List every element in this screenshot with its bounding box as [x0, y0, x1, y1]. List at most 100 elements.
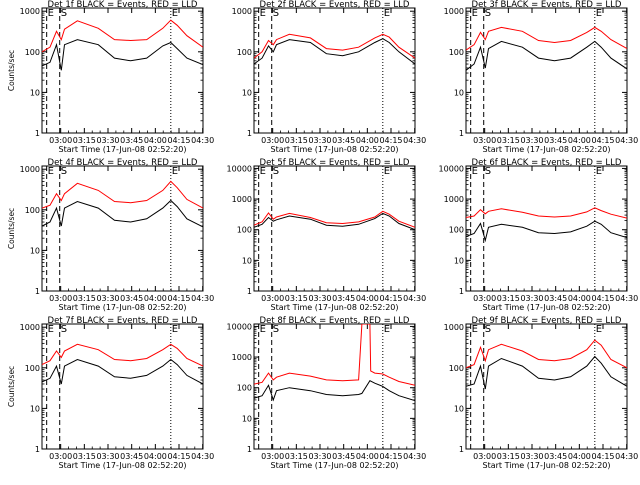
y-tick-label: 1000: [232, 195, 252, 204]
series-line-black: [466, 40, 627, 71]
plot-frame: [41, 323, 204, 450]
y-tick-label: 1: [247, 129, 252, 138]
series-line-black: [466, 220, 627, 243]
x-axis-label: Start Time (17-Jun-08 02:52:20): [483, 461, 611, 470]
marker-label-S: S: [61, 8, 67, 19]
x-tick-label: 04:00: [568, 136, 591, 145]
x-tick-label: 03:45: [332, 136, 355, 145]
chart-panel-5: Det 5f BLACK = Events, RED = LLD 1 10 100 10…: [227, 158, 427, 312]
y-tick-label: 10: [30, 88, 40, 97]
marker-label-S: S: [485, 324, 491, 335]
x-tick-label: 03:45: [544, 452, 567, 461]
x-tick-label: 04:15: [591, 136, 614, 145]
chart-panel-2: Det 2f BLACK = Events, RED = LLD 1 10 100 10…: [232, 0, 427, 154]
x-tick-label: 03:00: [473, 452, 496, 461]
marker-label-E: E: [384, 8, 390, 19]
y-tick-label: 10: [454, 256, 464, 265]
x-tick-label: 04:15: [379, 136, 402, 145]
series-line-red: [466, 339, 627, 369]
y-tick-label: 100: [25, 206, 40, 215]
y-tick-label: 1000: [232, 7, 252, 16]
y-tick-label: 100: [237, 384, 252, 393]
x-axis-label: Start Time (17-Jun-08 02:52:20): [271, 303, 399, 312]
y-axis-label: Counts/sec: [7, 50, 16, 91]
y-tick-label: 100: [237, 226, 252, 235]
marker-label-S: S: [273, 166, 279, 177]
marker-label-E: E: [260, 324, 266, 335]
marker-label-E: E: [384, 166, 390, 177]
y-tick-label: 100: [237, 48, 252, 57]
y-tick-label: 10000: [227, 164, 252, 173]
y-tick-label: 1000: [444, 195, 464, 204]
x-axis-label: Start Time (17-Jun-08 02:52:20): [59, 303, 187, 312]
x-tick-label: 04:30: [191, 294, 214, 303]
series-line-black: [466, 355, 627, 390]
series-line-red: [42, 180, 203, 209]
series-line-red: [466, 26, 627, 51]
plot-frame: [253, 165, 416, 292]
chart-panel-7: Det 7f BLACK = Events, RED = LLD 1 10 100 10…: [7, 316, 214, 470]
x-tick-label: 04:00: [144, 452, 167, 461]
x-tick-label: 03:30: [520, 452, 543, 461]
x-axis-label: Start Time (17-Jun-08 02:52:20): [483, 145, 611, 154]
chart-panel-3: Det 3f BLACK = Events, RED = LLD 1 10 100 10…: [444, 0, 639, 154]
y-tick-label: 1: [459, 287, 464, 296]
series-line-red: [254, 210, 415, 228]
marker-label-E: E: [260, 8, 266, 19]
plot-frame: [253, 323, 416, 450]
y-tick-label: 100: [449, 48, 464, 57]
x-tick-label: 03:15: [73, 452, 96, 461]
x-tick-label: 03:00: [261, 452, 284, 461]
plot-frame: [253, 7, 416, 134]
x-tick-label: 04:30: [403, 452, 426, 461]
y-axis-label: Counts/sec: [7, 366, 16, 407]
y-tick-label: 1: [35, 129, 40, 138]
x-tick-label: 03:45: [120, 294, 143, 303]
series-line-red: [466, 207, 627, 219]
x-tick-label: 04:30: [615, 452, 638, 461]
x-tick-label: 03:45: [544, 294, 567, 303]
series-line-black: [254, 380, 415, 402]
x-tick-label: 04:15: [379, 452, 402, 461]
y-tick-label: 1000: [20, 165, 40, 174]
chart-title: Det 6f BLACK = Events, RED = LLD: [472, 158, 622, 168]
chart-panel-9: Det 9f BLACK = Events, RED = LLD 1 10 100 10…: [444, 316, 639, 470]
plot-frame: [465, 165, 628, 292]
x-tick-label: 03:45: [120, 452, 143, 461]
plot-frame: [465, 323, 628, 450]
series-line-black: [42, 199, 203, 228]
marker-label-E: E: [472, 166, 478, 177]
x-tick-label: 04:30: [191, 136, 214, 145]
x-tick-label: 03:00: [473, 136, 496, 145]
x-tick-label: 04:00: [356, 452, 379, 461]
y-tick-label: 10: [30, 404, 40, 413]
chart-title: Det 7f BLACK = Events, RED = LLD: [48, 316, 198, 326]
x-tick-label: 04:15: [379, 294, 402, 303]
x-tick-label: 03:30: [96, 136, 119, 145]
y-tick-label: 1: [35, 287, 40, 296]
x-tick-label: 04:30: [615, 136, 638, 145]
x-tick-label: 03:15: [497, 136, 520, 145]
chart-panel-6: Det 6f BLACK = Events, RED = LLD 1 10 100 10…: [439, 158, 639, 312]
marker-label-S: S: [273, 324, 279, 335]
y-tick-label: 1000: [20, 323, 40, 332]
chart-title: Det 9f BLACK = Events, RED = LLD: [472, 316, 622, 326]
y-axis-label: Counts/sec: [7, 208, 16, 249]
marker-label-E: E: [596, 324, 602, 335]
y-tick-label: 10000: [227, 322, 252, 331]
marker-label-E: E: [48, 166, 54, 177]
y-tick-label: 10: [454, 88, 464, 97]
series-line-red: [42, 343, 203, 367]
y-tick-label: 1000: [444, 323, 464, 332]
marker-label-E: E: [48, 324, 54, 335]
y-tick-label: 1: [247, 445, 252, 454]
chart-title: Det 8f BLACK = Events, RED = LLD: [260, 316, 410, 326]
x-tick-label: 04:15: [167, 136, 190, 145]
x-tick-label: 03:30: [308, 452, 331, 461]
x-tick-label: 03:15: [73, 294, 96, 303]
marker-label-E: E: [596, 8, 602, 19]
x-tick-label: 04:30: [403, 294, 426, 303]
x-tick-label: 03:00: [261, 294, 284, 303]
marker-label-E: E: [384, 324, 390, 335]
